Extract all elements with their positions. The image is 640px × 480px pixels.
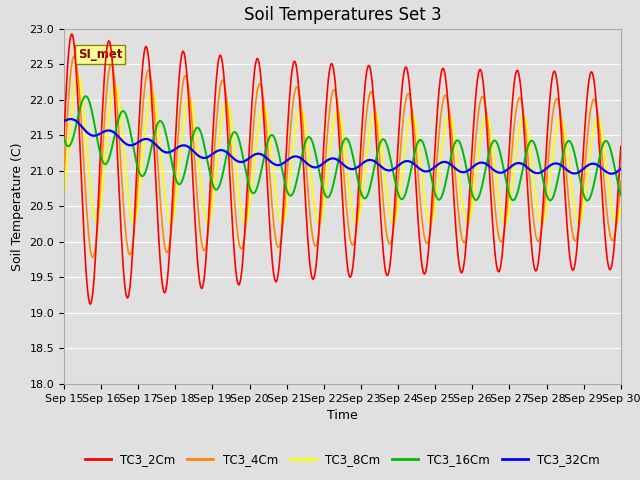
TC3_2Cm: [60, 133, 68, 139]
TC3_8Cm: [390, 220, 397, 226]
TC3_4Cm: [208, 186, 216, 192]
TC3_8Cm: [278, 221, 286, 227]
TC3_16Cm: [444, 170, 451, 176]
Title: Soil Temperatures Set 3: Soil Temperatures Set 3: [244, 6, 441, 24]
TC3_4Cm: [89, 254, 97, 260]
TC3_16Cm: [183, 160, 191, 166]
TC3_4Cm: [445, 101, 452, 107]
TC3_32Cm: [389, 167, 397, 172]
TC3_32Cm: [617, 166, 625, 172]
TC3_2Cm: [68, 31, 76, 37]
TC3_4Cm: [335, 116, 343, 121]
TC3_4Cm: [70, 53, 78, 59]
TC3_8Cm: [183, 99, 191, 105]
Line: TC3_8Cm: TC3_8Cm: [64, 75, 621, 224]
TC3_32Cm: [67, 116, 75, 122]
TC3_2Cm: [184, 83, 191, 89]
TC3_16Cm: [617, 192, 625, 198]
TC3_16Cm: [207, 175, 215, 181]
Y-axis label: Soil Temperature (C): Soil Temperature (C): [11, 142, 24, 271]
Text: SI_met: SI_met: [78, 48, 122, 61]
TC3_4Cm: [617, 178, 625, 184]
TC3_32Cm: [566, 169, 574, 175]
TC3_16Cm: [389, 167, 397, 173]
TC3_16Cm: [584, 198, 591, 204]
TC3_4Cm: [60, 170, 68, 176]
TC3_32Cm: [444, 160, 451, 166]
TC3_8Cm: [74, 72, 82, 78]
TC3_16Cm: [60, 135, 68, 141]
TC3_2Cm: [617, 144, 625, 149]
TC3_2Cm: [86, 301, 94, 307]
TC3_8Cm: [335, 109, 343, 115]
Line: TC3_4Cm: TC3_4Cm: [64, 56, 621, 257]
Legend: TC3_2Cm, TC3_4Cm, TC3_8Cm, TC3_16Cm, TC3_32Cm: TC3_2Cm, TC3_4Cm, TC3_8Cm, TC3_16Cm, TC3…: [80, 448, 605, 470]
TC3_16Cm: [566, 139, 574, 145]
TC3_8Cm: [445, 112, 452, 118]
TC3_2Cm: [208, 154, 216, 160]
TC3_4Cm: [184, 79, 191, 84]
TC3_8Cm: [60, 196, 68, 202]
Line: TC3_2Cm: TC3_2Cm: [64, 34, 621, 304]
TC3_4Cm: [390, 227, 397, 232]
TC3_32Cm: [183, 143, 191, 149]
TC3_8Cm: [568, 181, 575, 187]
TC3_2Cm: [445, 105, 452, 110]
TC3_4Cm: [568, 222, 575, 228]
TC3_32Cm: [335, 158, 342, 164]
TC3_2Cm: [568, 264, 575, 270]
TC3_32Cm: [207, 152, 215, 158]
Line: TC3_32Cm: TC3_32Cm: [64, 119, 621, 174]
Line: TC3_16Cm: TC3_16Cm: [64, 96, 621, 201]
X-axis label: Time: Time: [327, 409, 358, 422]
TC3_16Cm: [82, 93, 90, 99]
TC3_32Cm: [608, 171, 616, 177]
TC3_16Cm: [335, 156, 342, 162]
TC3_32Cm: [60, 118, 68, 124]
TC3_2Cm: [335, 139, 343, 145]
TC3_8Cm: [207, 212, 215, 218]
TC3_8Cm: [617, 204, 625, 210]
TC3_2Cm: [390, 221, 397, 227]
